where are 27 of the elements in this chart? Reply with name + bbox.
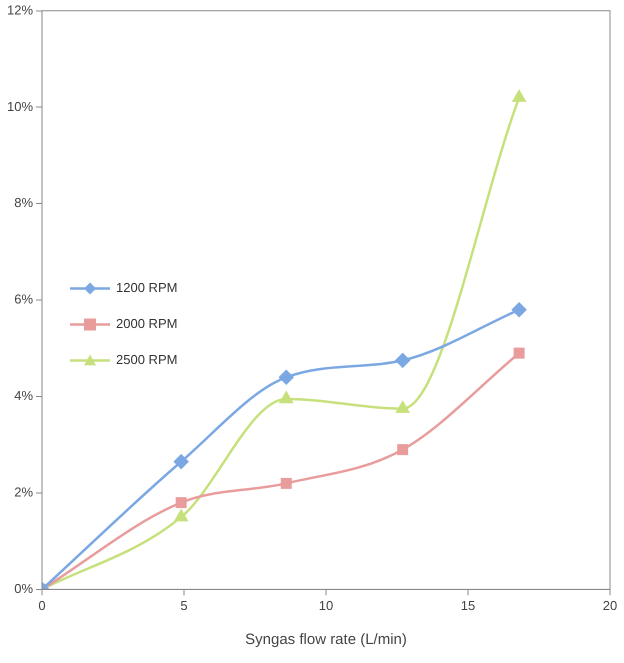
point: [279, 370, 294, 384]
y-tick-label: 0%: [14, 580, 34, 596]
y-tick-label: 6%: [14, 292, 34, 307]
x-tick-label: 10: [318, 598, 334, 613]
point: [176, 497, 187, 508]
y-tick-label: 8%: [14, 195, 34, 210]
legend-label: 2000 RPM: [116, 316, 178, 332]
point: [396, 401, 410, 413]
point: [280, 392, 293, 404]
point: [512, 302, 526, 317]
point: [395, 353, 410, 368]
x-tick-label: 0: [38, 598, 46, 613]
y-tick-label: 12%: [6, 2, 34, 18]
x-tick-label: 5: [180, 598, 188, 613]
point: [397, 444, 408, 456]
y-tick-label: 10%: [6, 98, 34, 114]
y-tick-label: 2%: [14, 484, 34, 500]
point: [174, 454, 188, 469]
x-tick-label: 15: [460, 598, 476, 613]
point: [514, 348, 525, 359]
x-axis-title: Syngas flow rate (L/min): [245, 631, 407, 648]
point: [512, 90, 526, 102]
y-tick-label: 4%: [14, 388, 34, 404]
x-tick-label: 20: [602, 598, 618, 613]
legend-label: 1200 RPM: [116, 280, 178, 296]
point: [280, 478, 292, 489]
legend-label: 2500 RPM: [116, 352, 178, 368]
